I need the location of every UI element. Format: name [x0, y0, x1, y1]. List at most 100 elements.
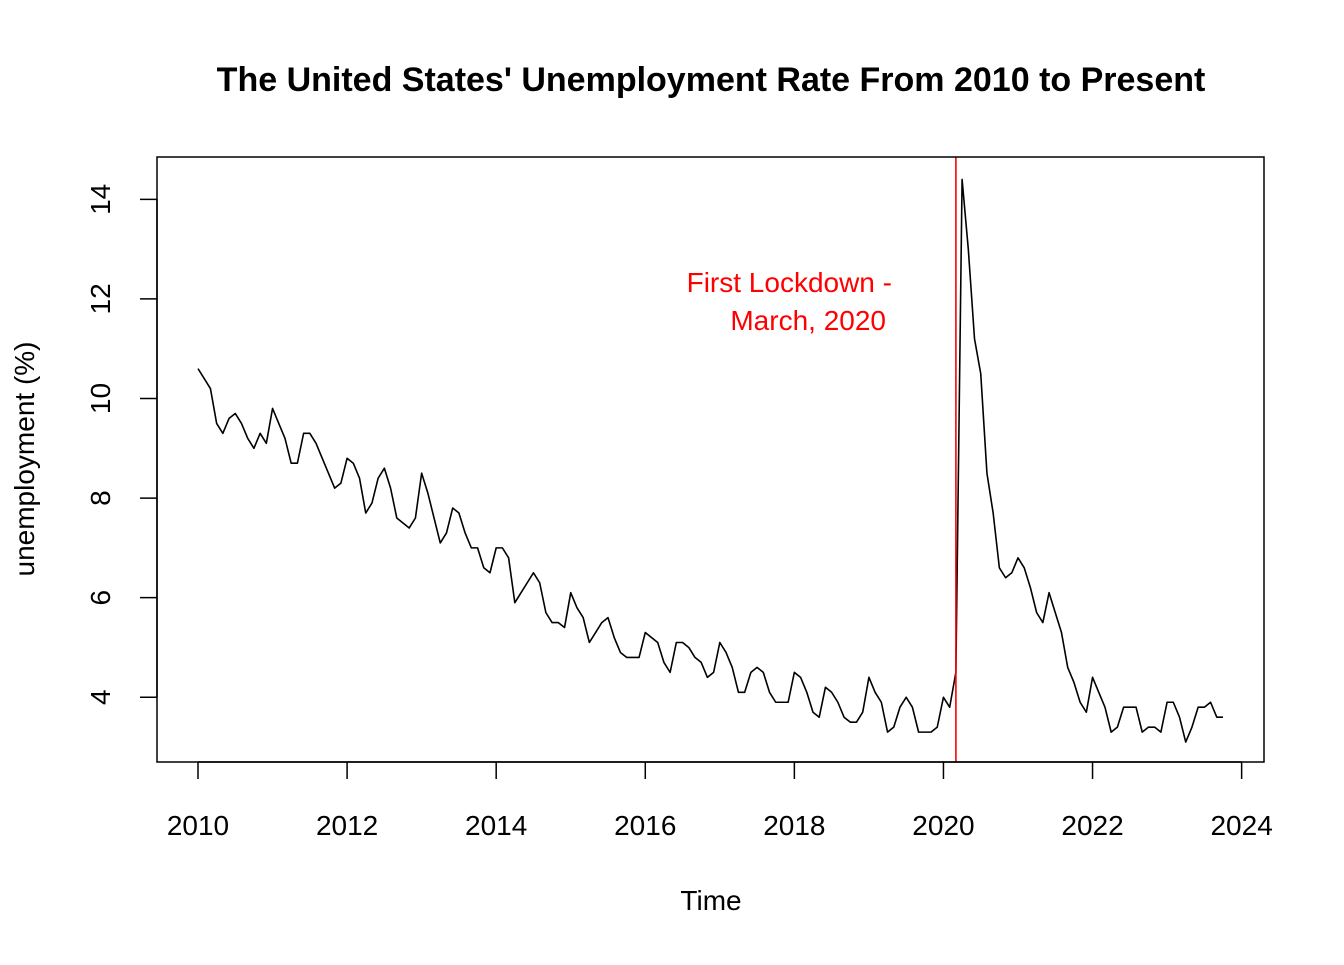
data-point	[253, 448, 255, 450]
data-point	[620, 652, 622, 654]
data-point	[241, 423, 243, 425]
data-point	[545, 612, 547, 614]
data-point	[514, 602, 516, 604]
data-point	[439, 542, 441, 544]
series-line	[197, 178, 1223, 743]
data-point	[390, 487, 392, 489]
data-point	[582, 617, 584, 619]
data-point	[961, 179, 963, 181]
data-point	[769, 691, 771, 693]
data-point	[303, 433, 305, 435]
data-point	[992, 512, 994, 514]
data-point	[328, 472, 330, 474]
data-point	[1048, 592, 1050, 594]
data-point	[415, 517, 417, 519]
data-point	[775, 701, 777, 703]
data-point	[657, 642, 659, 644]
y-tick-label: 8	[85, 490, 116, 506]
data-point	[371, 502, 373, 504]
data-point	[899, 706, 901, 708]
data-point	[1079, 701, 1081, 703]
data-point	[203, 378, 205, 380]
data-point	[700, 662, 702, 664]
data-point	[725, 652, 727, 654]
data-point	[1222, 716, 1224, 718]
data-point	[272, 408, 274, 410]
data-point	[396, 517, 398, 519]
data-point	[731, 667, 733, 669]
data-point	[421, 472, 423, 474]
data-point	[924, 731, 926, 733]
data-point	[502, 547, 504, 549]
data-point	[234, 413, 236, 415]
data-point	[278, 423, 280, 425]
data-point	[558, 622, 560, 624]
data-point	[688, 647, 690, 649]
data-point	[458, 512, 460, 514]
data-point	[986, 472, 988, 474]
data-point	[1036, 612, 1038, 614]
data-point	[228, 418, 230, 420]
y-tick-label: 12	[85, 283, 116, 314]
data-point	[818, 716, 820, 718]
data-point	[402, 522, 404, 524]
data-point	[744, 691, 746, 693]
y-tick-label: 4	[85, 689, 116, 705]
data-point	[1023, 567, 1025, 569]
data-point	[1197, 706, 1199, 708]
data-point	[794, 672, 796, 674]
data-point	[831, 691, 833, 693]
data-point	[1191, 726, 1193, 728]
data-point	[849, 721, 851, 723]
data-point	[806, 691, 808, 693]
data-point	[297, 462, 299, 464]
data-point	[1061, 632, 1063, 634]
data-point	[1042, 622, 1044, 624]
data-point	[1104, 706, 1106, 708]
data-point	[682, 642, 684, 644]
data-point	[750, 672, 752, 674]
x-tick-label: 2020	[912, 810, 974, 841]
data-point	[197, 368, 199, 370]
data-point	[526, 582, 528, 584]
data-point	[800, 677, 802, 679]
data-point	[936, 726, 938, 728]
x-axis-label: Time	[680, 885, 741, 916]
data-point	[881, 701, 883, 703]
data-point	[408, 527, 410, 529]
data-point	[613, 637, 615, 639]
data-point	[756, 667, 758, 669]
data-point	[495, 547, 497, 549]
x-tick-label: 2010	[167, 810, 229, 841]
data-point	[1098, 691, 1100, 693]
data-point	[452, 507, 454, 509]
data-point	[340, 482, 342, 484]
data-point	[1173, 701, 1175, 703]
data-point	[1141, 731, 1143, 733]
data-point	[446, 532, 448, 534]
data-point	[837, 701, 839, 703]
x-tick-label: 2024	[1210, 810, 1272, 841]
data-point	[216, 423, 218, 425]
x-tick-label: 2018	[763, 810, 825, 841]
data-point	[638, 657, 640, 659]
data-point	[222, 433, 224, 435]
data-point	[334, 487, 336, 489]
data-point	[1017, 557, 1019, 559]
data-point	[1204, 706, 1206, 708]
data-point	[595, 632, 597, 634]
data-point	[477, 547, 479, 549]
chart-title: The United States' Unemployment Rate Fro…	[217, 61, 1206, 99]
data-point	[1148, 726, 1150, 728]
data-point	[1166, 701, 1168, 703]
plot-area	[197, 157, 1224, 762]
data-point	[1123, 706, 1125, 708]
data-point	[874, 691, 876, 693]
data-point	[1011, 572, 1013, 574]
data-point	[868, 677, 870, 679]
data-point	[1129, 706, 1131, 708]
data-point	[930, 731, 932, 733]
y-tick-label: 14	[85, 184, 116, 215]
data-point	[433, 517, 435, 519]
